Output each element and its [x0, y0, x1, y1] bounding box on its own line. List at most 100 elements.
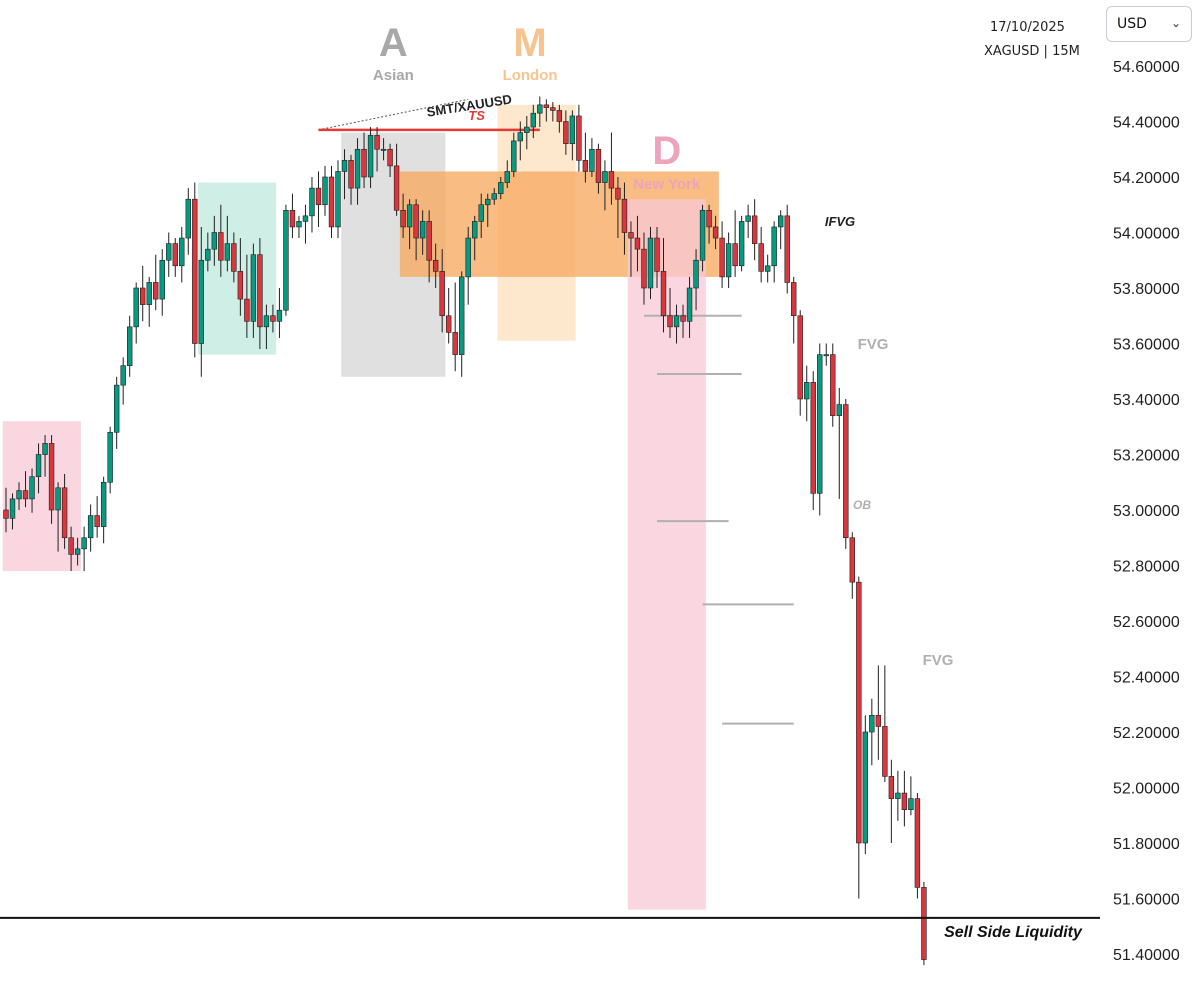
- candle: [777, 210, 784, 250]
- date-label: 17/10/2025: [990, 20, 1065, 35]
- candle-body: [641, 248, 647, 289]
- candle: [914, 793, 921, 899]
- candle-body: [367, 135, 374, 178]
- candle: [439, 249, 445, 333]
- candle-body: [602, 171, 608, 183]
- candle: [113, 376, 120, 449]
- candle-body: [589, 148, 595, 172]
- candle-body: [914, 798, 921, 888]
- candle: [367, 127, 374, 189]
- candle-body: [530, 112, 537, 128]
- fvg-lower-label: FVG: [923, 652, 954, 669]
- candle-body: [419, 221, 426, 239]
- candle: [231, 232, 237, 283]
- candle-body: [869, 715, 875, 733]
- candle: [745, 204, 751, 239]
- candle: [550, 102, 556, 122]
- candle: [511, 132, 517, 177]
- candle: [218, 204, 224, 277]
- candle-body: [908, 798, 914, 810]
- candle: [823, 343, 829, 366]
- newyork-session-label-letter: D: [652, 129, 681, 173]
- candle-body: [276, 309, 283, 322]
- candle: [888, 759, 895, 843]
- candle: [530, 104, 537, 139]
- candle-body: [61, 487, 68, 539]
- candle-body: [172, 243, 178, 267]
- candle: [237, 238, 244, 316]
- candle: [856, 576, 862, 899]
- candle-body: [458, 276, 465, 355]
- candle-body: [224, 243, 231, 261]
- candle: [543, 99, 550, 122]
- candle-body: [921, 887, 927, 960]
- candle-body: [862, 731, 869, 844]
- candle: [29, 468, 35, 513]
- candle: [647, 226, 654, 300]
- candle: [602, 160, 608, 211]
- candle: [569, 110, 576, 161]
- candle: [270, 304, 276, 333]
- candle-body: [543, 104, 550, 108]
- candle-body: [439, 271, 445, 317]
- candle-body: [361, 148, 367, 178]
- candle-body: [817, 354, 823, 494]
- candle-body: [830, 354, 836, 416]
- candle-body: [732, 243, 738, 267]
- newyork-session-label: New York: [633, 176, 701, 193]
- candle: [159, 249, 165, 316]
- candle: [328, 165, 335, 239]
- candle: [315, 171, 322, 227]
- fvg-upper-label: FVG: [858, 336, 889, 353]
- candle: [628, 221, 634, 277]
- candle-body: [595, 148, 602, 183]
- london-session-label: London: [503, 67, 558, 84]
- candle-body: [673, 315, 680, 328]
- sell-side-liquidity-label: Sell Side Liquidity: [944, 924, 1083, 941]
- candle: [211, 215, 218, 266]
- candle-body: [244, 298, 250, 322]
- candle-body: [153, 282, 159, 300]
- candle-body: [250, 254, 257, 322]
- candle: [276, 288, 283, 338]
- candle-body: [582, 160, 589, 172]
- candle-body: [660, 271, 667, 317]
- candle: [198, 226, 204, 377]
- candle-body: [628, 232, 634, 239]
- candle-body: [843, 404, 849, 539]
- candle: [524, 115, 530, 150]
- candle-body: [849, 537, 856, 583]
- ob-label: OB: [853, 498, 871, 512]
- candle: [817, 343, 823, 516]
- candle-body: [797, 315, 803, 400]
- candle: [686, 276, 693, 338]
- candle-body: [725, 243, 732, 278]
- candle: [120, 357, 126, 405]
- candle: [791, 276, 797, 344]
- currency-select[interactable]: USD ⌄: [1106, 6, 1192, 42]
- ifvg-label: IFVG: [825, 214, 855, 229]
- candle-body: [354, 148, 361, 189]
- y-tick-label: 52.20000: [1113, 725, 1180, 742]
- candle-body: [719, 237, 725, 278]
- symbol-label: XAGUSD | 15M: [984, 44, 1080, 59]
- candle-body: [380, 148, 387, 151]
- candle-body: [387, 148, 393, 167]
- candle: [673, 304, 680, 344]
- candle-body: [634, 237, 641, 250]
- candle: [498, 177, 504, 200]
- y-tick-label: 53.60000: [1113, 337, 1180, 354]
- candle-body: [218, 232, 224, 261]
- candle: [348, 154, 354, 205]
- candle: [322, 165, 328, 216]
- candle-body: [166, 243, 172, 261]
- candle: [517, 121, 523, 161]
- candle-body: [426, 221, 432, 261]
- candle: [16, 482, 22, 510]
- candle-body: [517, 132, 523, 142]
- candle-body: [615, 187, 621, 200]
- candle-body: [680, 315, 686, 322]
- y-tick-label: 52.00000: [1113, 781, 1180, 798]
